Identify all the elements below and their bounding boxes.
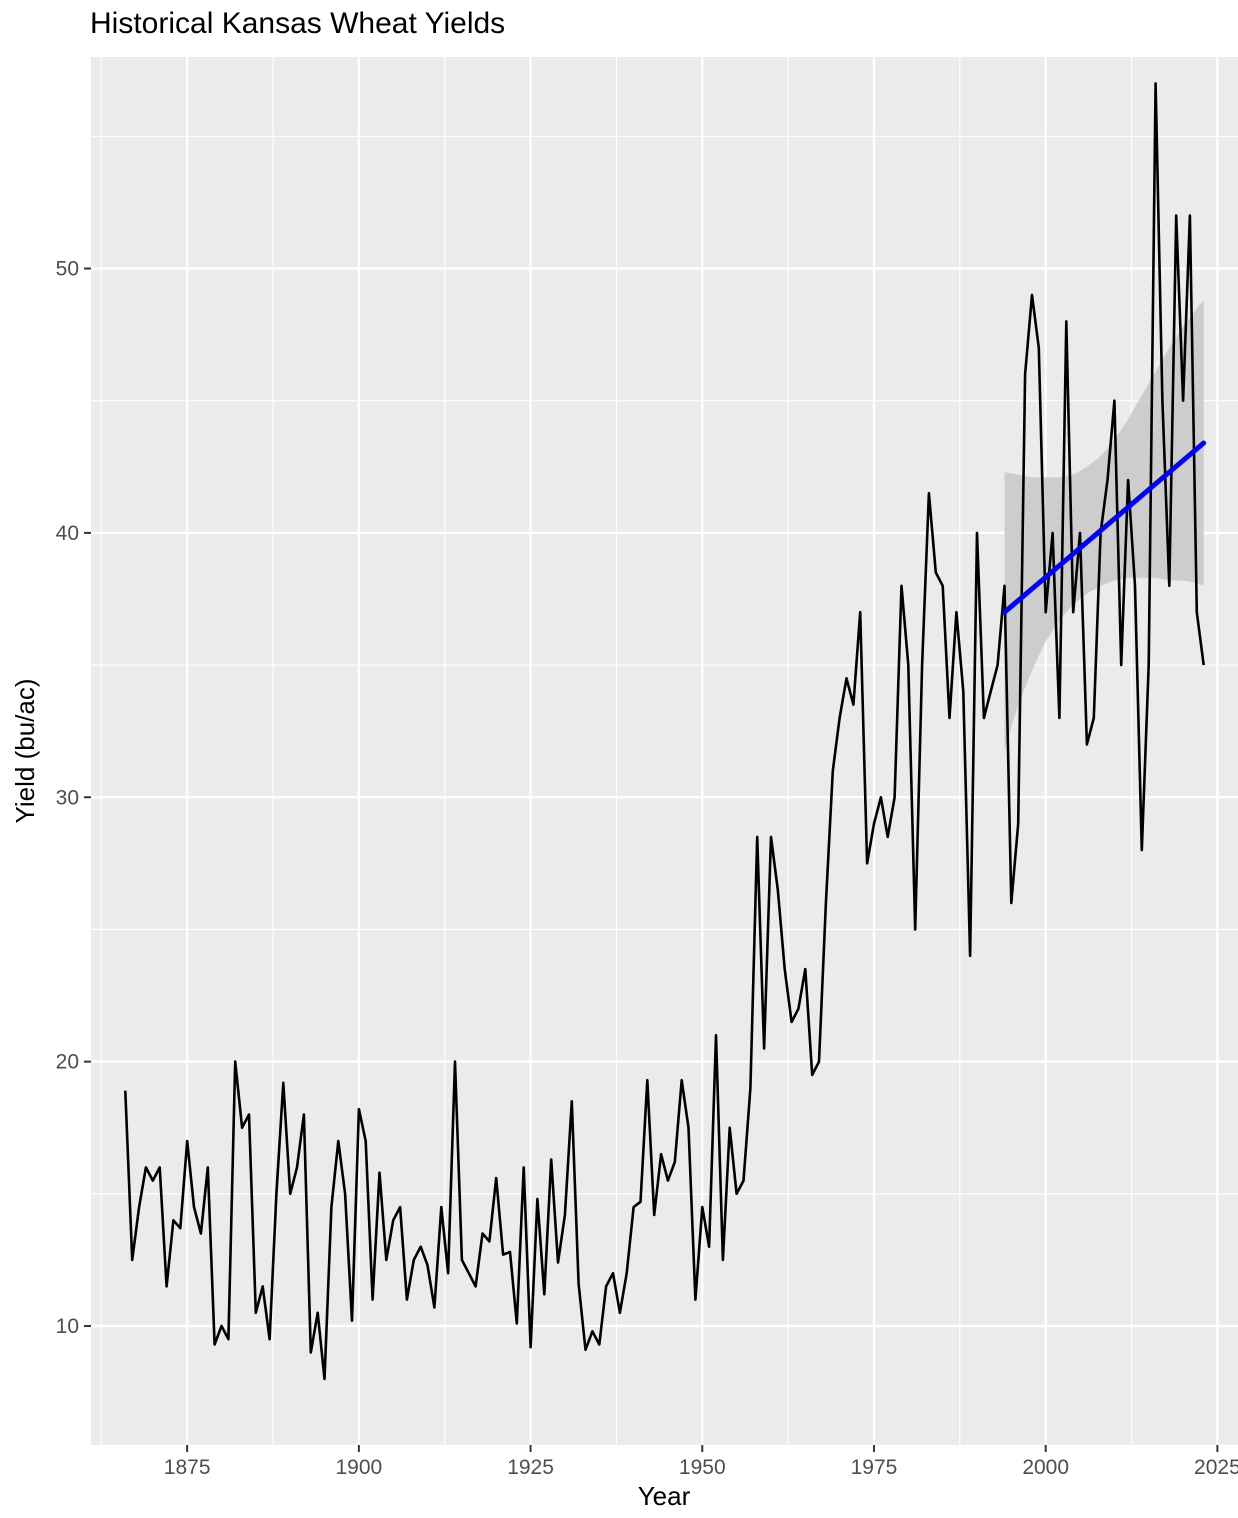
y-tick-label: 20	[56, 1051, 79, 1074]
x-axis: 1875 1900 1925 1950 1975 2000 2025	[164, 1445, 1238, 1479]
x-tick-label: 1875	[164, 1456, 211, 1479]
yield-series-line	[124, 82, 1205, 1381]
plot-panel	[91, 57, 1238, 1445]
grid-minor	[91, 57, 1238, 1445]
y-tick-label: 30	[56, 786, 79, 809]
x-tick-label: 1950	[679, 1456, 726, 1479]
x-tick-label: 1925	[507, 1456, 554, 1479]
trend-line-layer	[1001, 440, 1207, 615]
trend-line	[1001, 440, 1207, 615]
x-axis-label: Year	[638, 1481, 691, 1511]
chart-title: Historical Kansas Wheat Yields	[90, 7, 505, 40]
yield-series-layer	[124, 82, 1205, 1381]
y-axis: 10 20 30 40 50	[56, 258, 91, 1338]
y-tick-label: 50	[56, 258, 79, 281]
x-tick-label: 1900	[336, 1456, 383, 1479]
x-tick-label: 1975	[851, 1456, 898, 1479]
x-tick-label: 2000	[1022, 1456, 1069, 1479]
y-tick-label: 40	[56, 522, 79, 545]
y-axis-label: Yield (bu/ac)	[10, 679, 40, 824]
x-tick-label: 2025	[1194, 1456, 1238, 1479]
y-tick-label: 10	[56, 1315, 79, 1338]
